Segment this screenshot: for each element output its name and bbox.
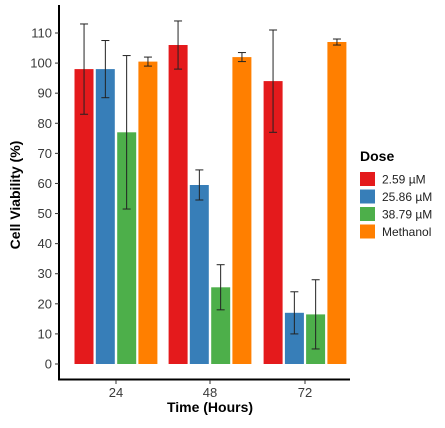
- y-tick-label: 30: [38, 266, 52, 281]
- axes-layer: [58, 5, 350, 381]
- error-bar: [332, 38, 341, 46]
- error-bar: [311, 279, 320, 350]
- error-bar: [122, 55, 131, 210]
- y-ticks-layer: 0 10 20 30 40 50 60 70 80 90 100 110: [30, 26, 59, 372]
- y-tick-label: 100: [30, 56, 52, 71]
- error-bar: [174, 20, 183, 70]
- bar: [211, 287, 231, 364]
- bar: [232, 57, 252, 364]
- bar: [263, 81, 283, 364]
- error-bar: [237, 52, 246, 63]
- y-tick-label: 110: [31, 26, 52, 41]
- error-bar: [195, 169, 204, 201]
- error-bar: [143, 56, 152, 67]
- y-tick-label: 40: [38, 236, 52, 251]
- bar: [168, 45, 188, 364]
- legend-label: 2.59 µM: [382, 173, 426, 187]
- error-bar: [80, 23, 89, 115]
- y-tick-label: 50: [38, 206, 52, 221]
- y-tick-label: 80: [38, 116, 52, 131]
- y-tick-label: 90: [38, 86, 52, 101]
- x-tick-label: 72: [298, 385, 312, 400]
- legend-swatch: [360, 189, 375, 204]
- legend-swatch: [360, 172, 375, 186]
- y-tick-label: 10: [38, 326, 52, 341]
- bars-layer: [74, 42, 347, 364]
- x-tick-label: 48: [203, 385, 217, 400]
- legend-label: Methanol: [382, 225, 431, 239]
- x-ticks-layer: 24 48 72: [109, 380, 312, 400]
- y-tick-label: 0: [45, 357, 52, 372]
- y-axis-title: Cell Viability (%): [7, 141, 23, 250]
- legend-label: 38.79 µM: [382, 208, 432, 222]
- bar: [117, 132, 137, 364]
- y-tick-label: 60: [38, 176, 52, 191]
- bar: [138, 61, 158, 364]
- bar: [327, 42, 347, 364]
- y-tick-label: 20: [38, 296, 52, 311]
- bar: [74, 69, 94, 364]
- error-bar: [269, 29, 278, 133]
- error-bar: [216, 264, 225, 311]
- bar: [95, 69, 115, 364]
- x-axis-title: Time (Hours): [167, 399, 253, 415]
- y-tick-label: 70: [38, 146, 52, 161]
- legend-title: Dose: [360, 148, 394, 164]
- error-bars-layer: [80, 20, 341, 350]
- legend: Dose 2.59 µM 25.86 µM 38.79 µM Methanol: [360, 148, 432, 239]
- bar: [189, 185, 209, 364]
- error-bar: [101, 40, 110, 99]
- error-bar: [290, 291, 299, 335]
- legend-swatch: [360, 207, 375, 221]
- x-tick-label: 24: [109, 385, 123, 400]
- legend-swatch: [360, 224, 375, 239]
- legend-label: 25.86 µM: [382, 190, 432, 204]
- bar: [284, 312, 304, 364]
